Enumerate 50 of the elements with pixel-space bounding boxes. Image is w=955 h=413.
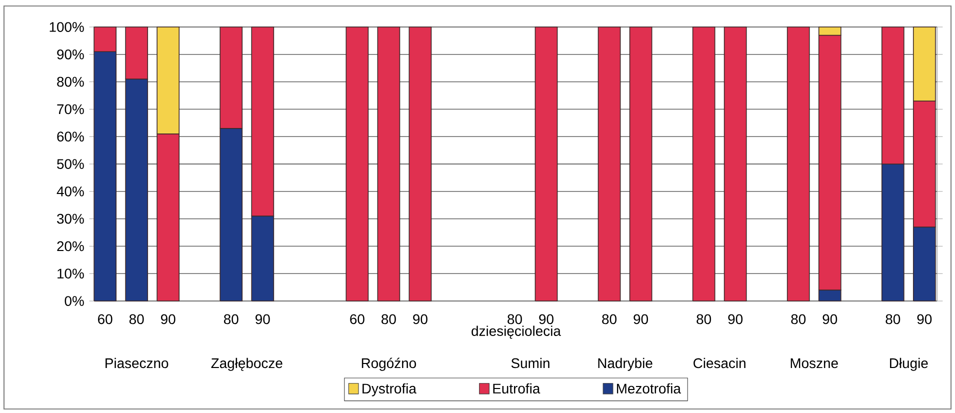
y-tick-label: 50% [57,159,84,169]
x-axis-title: dziesięciolecia [472,326,561,339]
y-tick-label: 70% [57,104,84,114]
y-tick-label: 90% [57,49,84,60]
x-tick-label: 80 [886,314,900,324]
x-tick-label: 80 [696,314,712,324]
x-tick-label: 90 [161,314,176,324]
x-tick-label: 80 [129,314,144,324]
y-tick-label: 10% [58,268,84,279]
bar [786,26,810,302]
bar [598,26,621,302]
text: Ciesacin [694,358,746,368]
y-tick-label: 30% [57,214,84,224]
x-tick-label: 90 [822,314,838,324]
x-tick-label: 80 [382,314,396,324]
bar [534,26,558,302]
text: Moszne [790,358,838,368]
x-tick-label: 60 [350,314,364,324]
bar [629,26,652,302]
bar [408,26,432,302]
text: Długie [890,358,928,371]
y-tick-label: 20% [57,241,84,252]
x-tick-label: 80 [791,314,806,324]
bar [692,26,716,302]
x-tick-label: 90 [539,314,554,324]
x-tick-label: 90 [256,314,270,324]
bar [724,26,747,302]
y-tick-label: 60% [57,132,84,142]
x-tick-label: 60 [98,314,112,324]
legend-label: Mezotrofia [616,383,681,394]
text: Zagłębocze [211,358,282,371]
bar [346,26,369,302]
text: Piaseczno [106,358,168,368]
text: Rogóźno [362,358,416,371]
text: Sumin [511,358,550,368]
x-tick-label: 90 [728,314,743,324]
x-tick-label: 90 [413,314,428,324]
legend-label: Eutrofia [493,383,540,394]
y-tick-label: 100% [50,22,84,32]
bar [377,26,400,302]
y-tick-label: 0% [64,296,84,306]
x-tick-label: 90 [917,314,932,324]
text: Nadrybie [598,358,652,371]
x-tick-label: 80 [508,314,522,324]
x-tick-label: 80 [602,314,616,324]
legend-label: Dystrofia [362,383,416,396]
y-tick-label: 80% [57,76,84,87]
y-tick-label: 40% [56,186,84,196]
x-tick-label: 80 [224,314,238,324]
x-tick-label: 90 [634,314,648,324]
